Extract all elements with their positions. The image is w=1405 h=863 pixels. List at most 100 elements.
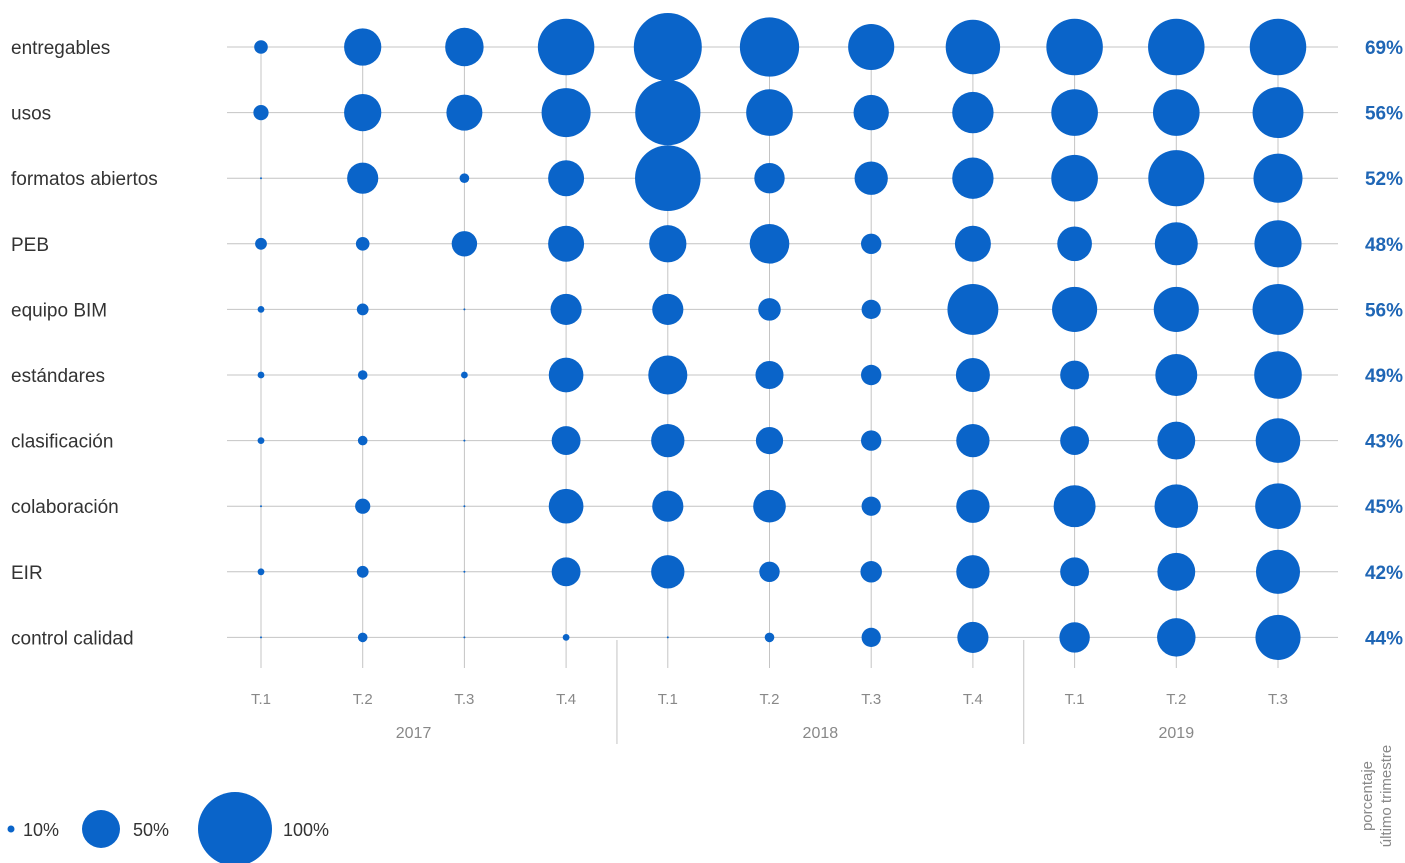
bubble: [952, 91, 994, 134]
bubble: [253, 104, 269, 121]
bubble: [1253, 153, 1303, 203]
bubble: [356, 303, 369, 316]
bubble: [1152, 89, 1200, 136]
bubble: [356, 565, 369, 578]
percentage-label: 56%: [1365, 104, 1403, 125]
bubble: [764, 632, 775, 643]
bubble: [1148, 150, 1205, 207]
bubble: [1155, 354, 1198, 396]
bubble: [445, 27, 484, 67]
quarter-tick-labels: T.1 T.2 T.3 T.4 T.1 T.2 T.3 T.4 T.1 T.2 T.3: [251, 691, 1288, 708]
percentage-label: 44%: [1365, 628, 1403, 649]
horizontal-gridlines: [227, 46, 1338, 638]
legend-label: 50%: [133, 820, 169, 840]
bubble: [952, 157, 994, 199]
bubble: [955, 358, 990, 392]
bubble: [357, 632, 368, 643]
legend-bubble: [82, 810, 120, 848]
side-label-line: último trimestre: [1378, 745, 1395, 848]
percentage-label: 45%: [1365, 497, 1403, 518]
size-legend: 10% 50% 100%: [7, 792, 329, 863]
bubble: [1148, 18, 1205, 76]
bubble: [551, 426, 581, 456]
bubble: [754, 162, 785, 194]
bubble: [1255, 614, 1301, 660]
bubble: [1059, 622, 1090, 653]
bubble: [537, 18, 595, 76]
year-label: 2017: [396, 725, 432, 742]
bubble: [1254, 351, 1302, 399]
bubble: [257, 568, 265, 576]
bubble: [649, 225, 687, 263]
bubble: [355, 498, 371, 514]
year-label: 2018: [803, 725, 839, 742]
bubble: [1060, 426, 1090, 456]
bubble: [956, 555, 990, 589]
bubble: [1046, 18, 1103, 76]
row-label: entregables: [11, 38, 110, 59]
quarter-tick-label: T.3: [1268, 691, 1288, 708]
bubble: [357, 435, 368, 446]
bubble: [956, 489, 990, 523]
bubble: [651, 555, 685, 589]
bubble: [861, 430, 882, 451]
percentage-label: 56%: [1365, 300, 1403, 321]
bubble: [257, 437, 265, 444]
bubble: [861, 627, 881, 648]
bubble: [344, 93, 382, 132]
percentage-label: 48%: [1365, 235, 1403, 256]
bubble: [854, 161, 888, 195]
bubble: [562, 634, 570, 641]
bubble: [1051, 154, 1098, 202]
bubble: [541, 88, 591, 138]
side-label-text: porcentaje último trimestre: [1359, 745, 1395, 848]
legend-label: 10%: [23, 820, 59, 840]
bubble: [451, 231, 478, 257]
quarter-tick-label: T.4: [963, 691, 983, 708]
bubble: [848, 23, 895, 71]
bubble: [652, 293, 684, 325]
bubble: [344, 28, 382, 66]
bubble: [945, 19, 1001, 75]
bubble: [548, 357, 584, 393]
legend-label: 100%: [283, 820, 329, 840]
bubble: [860, 561, 882, 583]
percentage-label: 52%: [1365, 169, 1403, 190]
bubble: [749, 223, 790, 264]
bubble: [1060, 557, 1090, 587]
bubble: [1249, 18, 1307, 76]
bubble: [1255, 483, 1301, 530]
bubble: [746, 89, 793, 136]
bubble: [1254, 220, 1302, 268]
bubble: [1154, 484, 1199, 528]
bubble: [1255, 549, 1301, 594]
side-label-line: porcentaje: [1359, 761, 1376, 831]
bubble: [861, 364, 882, 386]
row-label: formatos abiertos: [11, 169, 158, 190]
legend-bubble: [7, 825, 15, 833]
quarter-tick-label: T.3: [454, 691, 474, 708]
bubble: [954, 225, 991, 262]
row-labels: entregables usos formatos abiertos PEB equip…: [11, 38, 158, 649]
side-label: porcentaje último trimestre: [1359, 745, 1395, 848]
percentage-label: 69%: [1365, 38, 1403, 59]
quarter-tick-label: T.1: [1065, 691, 1085, 708]
bubble: [260, 636, 262, 639]
bubble: [550, 293, 582, 325]
bubble: [947, 283, 999, 335]
bubble: [666, 636, 669, 639]
bubble: [1153, 286, 1199, 332]
bubble: [755, 427, 784, 455]
bubble: [355, 237, 370, 251]
row-label: EIR: [11, 563, 43, 584]
bubble: [1252, 87, 1304, 139]
bubble: [957, 621, 989, 653]
row-label: estándares: [11, 366, 105, 387]
bubble: [463, 308, 466, 311]
bubble: [1057, 226, 1092, 262]
bubble: [753, 489, 786, 523]
quarter-tick-label: T.1: [658, 691, 678, 708]
quarter-tick-label: T.2: [759, 691, 779, 708]
bubble: [548, 225, 585, 262]
